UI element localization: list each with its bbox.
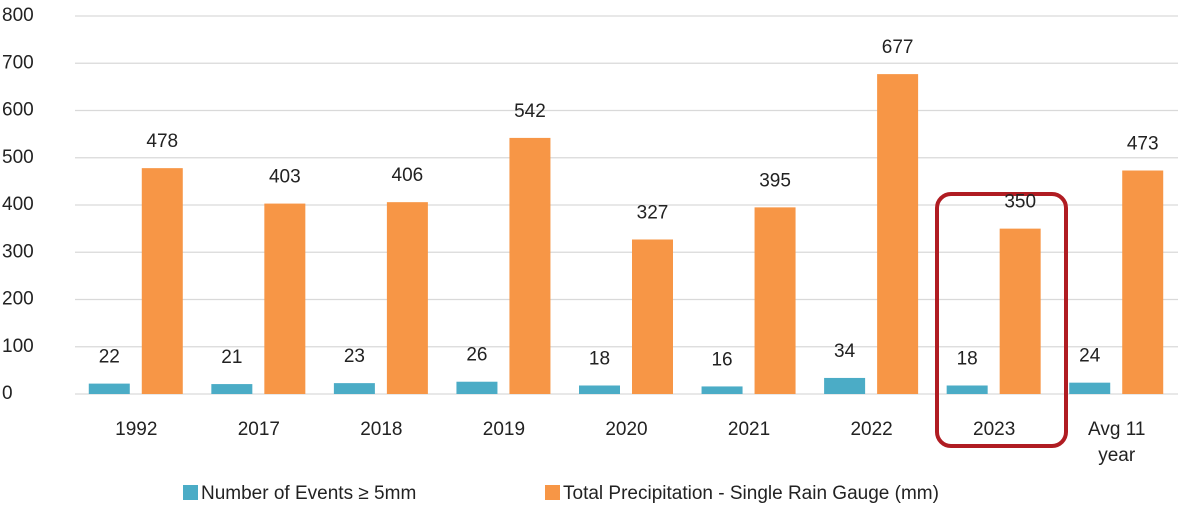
y-tick-label: 700 <box>2 52 34 73</box>
data-label: 34 <box>834 341 856 362</box>
y-tick-label: 0 <box>2 383 13 404</box>
y-tick-label: 300 <box>2 241 34 262</box>
x-tick-label: 2020 <box>605 419 648 440</box>
y-tick-label: 800 <box>2 5 34 26</box>
bar <box>1122 170 1164 394</box>
y-tick-label: 600 <box>2 100 34 121</box>
data-label: 327 <box>637 203 669 224</box>
x-tick-label: 1992 <box>115 419 158 440</box>
data-label: 677 <box>882 37 914 58</box>
highlight-box <box>935 192 1068 448</box>
data-label: 26 <box>466 345 487 366</box>
bar <box>999 228 1041 394</box>
data-label: 350 <box>1004 192 1036 213</box>
data-label: 18 <box>589 349 610 370</box>
x-tick-label: 2023 <box>973 419 1016 440</box>
data-label: 478 <box>146 131 178 152</box>
bar <box>946 385 988 394</box>
legend-swatch <box>545 485 560 500</box>
bar <box>701 386 743 394</box>
data-label: 16 <box>711 349 732 370</box>
bar <box>88 383 130 394</box>
bar <box>211 384 253 394</box>
data-label: 24 <box>1079 346 1101 367</box>
x-tick-label: Avg 11 year <box>1088 419 1146 466</box>
legend-swatch <box>183 485 198 500</box>
bar <box>386 202 428 394</box>
legend-label: Total Precipitation - Single Rain Gauge … <box>563 483 939 504</box>
data-label: 22 <box>99 347 120 368</box>
data-label: 473 <box>1127 134 1159 155</box>
data-label: 406 <box>392 165 424 186</box>
x-tick-label: 2019 <box>482 419 526 440</box>
bar <box>632 239 673 394</box>
data-label: 23 <box>344 346 365 367</box>
data-label: 403 <box>269 167 301 188</box>
bar <box>456 381 498 394</box>
y-tick-label: 500 <box>2 147 34 168</box>
x-tick-label: 2021 <box>727 419 771 440</box>
bar <box>333 383 375 394</box>
bar <box>824 377 866 394</box>
x-tick-label: 2018 <box>360 419 403 440</box>
bar <box>1069 382 1111 394</box>
bar <box>141 168 183 394</box>
y-tick-label: 200 <box>2 289 34 310</box>
legend-label: Number of Events ≥ 5mm <box>201 483 416 504</box>
bar <box>579 385 620 394</box>
bar <box>509 137 551 394</box>
y-tick-label: 100 <box>2 336 34 357</box>
bar <box>754 207 796 394</box>
data-label: 542 <box>514 101 546 122</box>
x-tick-label: 2017 <box>237 419 280 440</box>
y-tick-label: 400 <box>2 194 34 215</box>
bar <box>264 203 306 394</box>
data-label: 18 <box>957 349 978 370</box>
x-tick-label: 2022 <box>850 419 893 440</box>
bar <box>877 74 919 395</box>
data-label: 21 <box>221 347 242 368</box>
data-label: 395 <box>759 170 791 191</box>
